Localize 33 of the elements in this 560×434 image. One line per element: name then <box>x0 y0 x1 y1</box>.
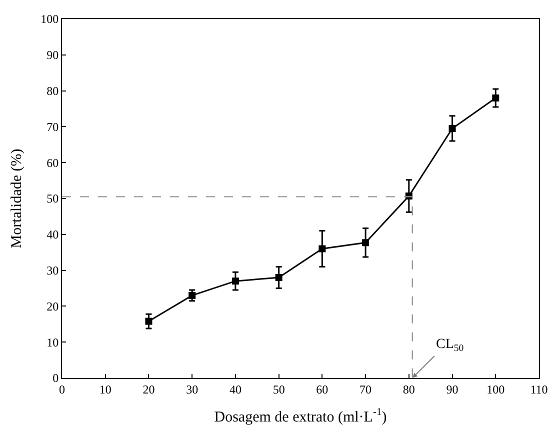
x-tick-label: 110 <box>530 382 548 396</box>
point <box>275 274 282 281</box>
y-tick-label: 30 <box>46 264 59 278</box>
x-tick-label: 100 <box>486 382 505 396</box>
point <box>492 94 500 102</box>
point <box>362 239 370 246</box>
x-tick-label: 20 <box>142 382 155 396</box>
x-tick-label: 90 <box>446 382 458 396</box>
x-axis-title: Dosagem de extrato (ml·L$^{-1}$) <box>214 407 387 426</box>
x-tick-label: 80 <box>402 382 415 396</box>
x-tick-label: 50 <box>272 382 285 396</box>
point <box>448 125 456 132</box>
y-tick-label: 80 <box>46 84 59 98</box>
y-tick-label: 40 <box>46 228 59 242</box>
y-tick-label: 90 <box>46 48 59 62</box>
y-tick-label: 20 <box>46 299 59 314</box>
x-tick-label: 30 <box>186 382 198 396</box>
x-tick-label: 60 <box>316 382 328 396</box>
y-tick-label: 10 <box>46 335 59 350</box>
annotation: CL$_{50}$ <box>436 337 464 354</box>
point <box>145 318 152 325</box>
x-tick-label: 10 <box>99 382 112 396</box>
y-tick-label: 60 <box>46 156 59 170</box>
y-tick-label: 70 <box>46 120 59 134</box>
y-tick-label: 50 <box>46 192 59 206</box>
point <box>318 245 326 252</box>
y-tick-label: 100 <box>40 12 59 26</box>
x-tick-label: 40 <box>229 382 242 396</box>
point <box>188 292 196 299</box>
y-tick-label: 0 <box>52 371 59 386</box>
y-axis-title: Mortalidade (%) <box>8 148 25 248</box>
x-tick-label: 70 <box>360 382 372 396</box>
point <box>232 278 239 285</box>
